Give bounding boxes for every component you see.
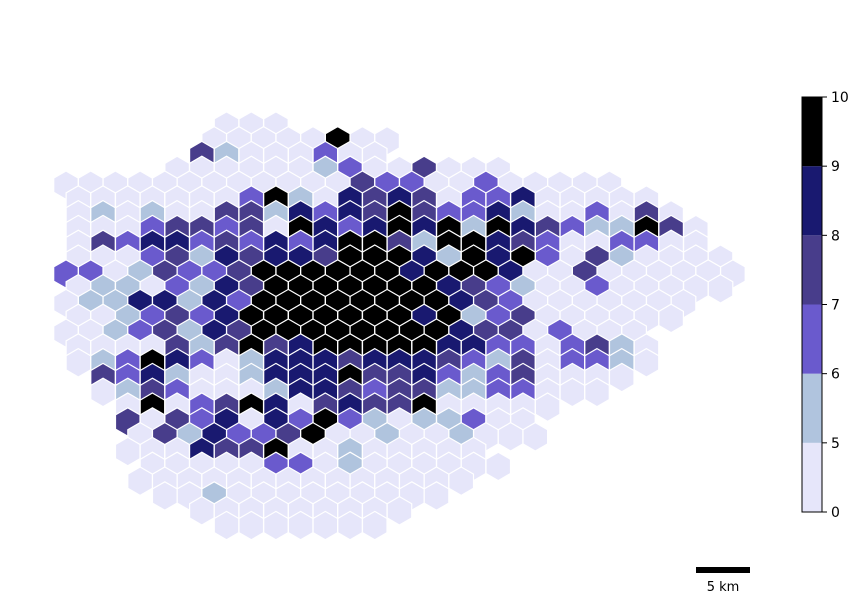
- hex-cell: [608, 362, 635, 393]
- scale-bar: 5 km: [696, 567, 750, 595]
- colorbar: 0 5 6 7 8 9 10: [801, 90, 849, 521]
- hex-cell: [658, 303, 685, 334]
- hex-cell: [485, 451, 512, 482]
- scale-bar-label: 5 km: [707, 580, 740, 595]
- hex-cell: [361, 510, 388, 541]
- hex-cell: [386, 495, 413, 526]
- hex-cell: [534, 392, 561, 423]
- colorbar-band: [802, 235, 822, 305]
- colorbar-bands: [802, 97, 822, 512]
- colorbar-tick-label: 5: [831, 436, 840, 452]
- colorbar-tick-label: 9: [831, 159, 840, 175]
- hex-cell: [522, 421, 549, 452]
- colorbar-tick-label: 0: [831, 505, 840, 521]
- colorbar-tick-label: 10: [831, 90, 849, 106]
- colorbar-band: [802, 97, 822, 167]
- colorbar-band: [802, 442, 822, 512]
- colorbar-band: [802, 304, 822, 374]
- colorbar-tick-label: 6: [831, 367, 840, 383]
- hex-cell: [423, 481, 450, 511]
- colorbar-band: [802, 373, 822, 443]
- colorbar-band: [802, 166, 822, 236]
- hex-cell: [584, 377, 610, 408]
- hex-cell: [707, 273, 734, 304]
- scale-bar-line: [696, 567, 750, 573]
- colorbar-tick-label: 7: [831, 298, 840, 314]
- hexagon-grid: [53, 111, 746, 541]
- hex-cell: [633, 347, 660, 378]
- hex-cell: [448, 466, 475, 497]
- colorbar-tick-label: 8: [831, 228, 840, 244]
- colorbar-ticks: 0 5 6 7 8 9 10: [822, 90, 849, 521]
